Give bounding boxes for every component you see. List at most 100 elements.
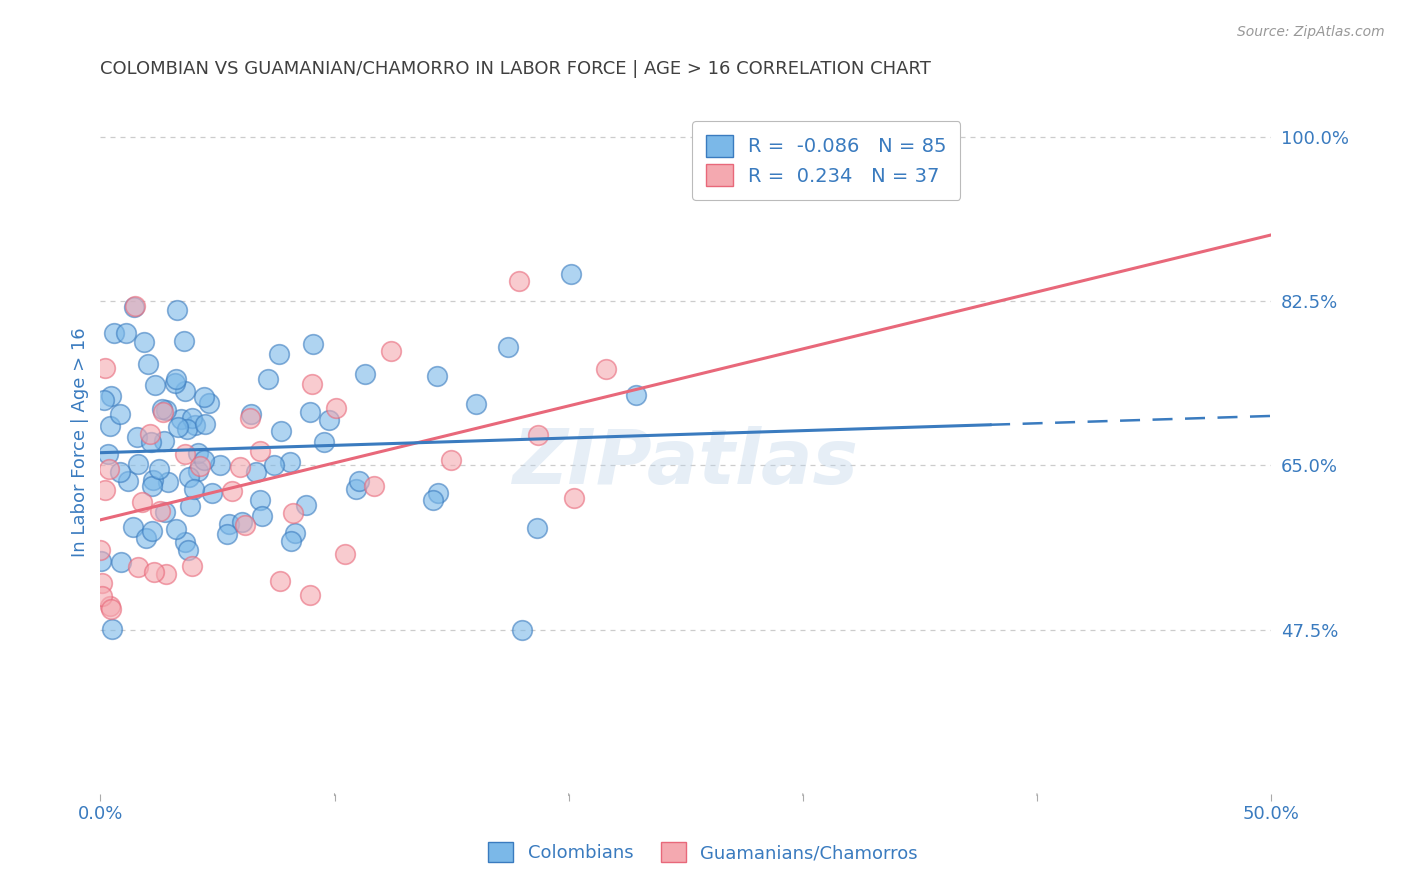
Point xyxy=(174,384,197,399)
Point xyxy=(149,504,172,518)
Point xyxy=(173,534,195,549)
Point xyxy=(595,361,617,376)
Y-axis label: In Labor Force | Age > 16: In Labor Force | Age > 16 xyxy=(72,327,89,557)
Point xyxy=(90,589,112,603)
Point xyxy=(301,377,323,392)
Point xyxy=(173,334,195,349)
Point xyxy=(103,326,125,341)
Point xyxy=(127,560,149,574)
Point xyxy=(98,419,121,434)
Point xyxy=(141,478,163,492)
Point xyxy=(427,486,450,500)
Point xyxy=(110,555,132,569)
Legend: R =  -0.086   N = 85, R =  0.234   N = 37: R = -0.086 N = 85, R = 0.234 N = 37 xyxy=(692,121,960,200)
Text: COLOMBIAN VS GUAMANIAN/CHAMORRO IN LABOR FORCE | AGE > 16 CORRELATION CHART: COLOMBIAN VS GUAMANIAN/CHAMORRO IN LABOR… xyxy=(100,60,931,78)
Point xyxy=(193,453,215,467)
Point xyxy=(110,408,132,422)
Point xyxy=(426,369,449,384)
Point xyxy=(93,393,115,408)
Point xyxy=(156,475,179,489)
Point xyxy=(267,347,290,361)
Point xyxy=(177,470,200,484)
Point xyxy=(184,418,207,433)
Point xyxy=(363,479,385,493)
Point xyxy=(136,357,159,371)
Point xyxy=(179,499,201,513)
Point xyxy=(564,491,586,505)
Point xyxy=(560,267,582,281)
Point xyxy=(250,508,273,523)
Point xyxy=(318,413,340,427)
Point xyxy=(131,495,153,509)
Point xyxy=(354,368,377,382)
Point xyxy=(176,543,198,558)
Point xyxy=(249,443,271,458)
Point xyxy=(97,462,120,476)
Point xyxy=(94,360,117,375)
Point xyxy=(98,599,121,613)
Point xyxy=(97,447,120,461)
Text: ZIPatlas: ZIPatlas xyxy=(513,426,859,500)
Point xyxy=(269,574,291,588)
Point xyxy=(135,531,157,545)
Point xyxy=(527,427,550,442)
Point xyxy=(626,388,648,402)
Point xyxy=(141,524,163,538)
Point xyxy=(302,336,325,351)
Point xyxy=(139,435,162,450)
Point xyxy=(298,405,321,419)
Point xyxy=(165,522,187,536)
Point xyxy=(440,453,463,467)
Point xyxy=(218,517,240,532)
Point xyxy=(201,485,224,500)
Point xyxy=(256,372,278,386)
Point xyxy=(333,547,356,561)
Point xyxy=(270,425,292,439)
Point xyxy=(174,447,197,461)
Point xyxy=(90,576,112,591)
Point xyxy=(108,465,131,479)
Point xyxy=(380,344,402,359)
Point xyxy=(198,396,221,410)
Point xyxy=(155,505,177,519)
Point xyxy=(510,623,533,637)
Point xyxy=(143,565,166,579)
Point xyxy=(89,543,111,558)
Point xyxy=(245,466,267,480)
Point xyxy=(299,588,322,602)
Point xyxy=(187,446,209,460)
Point xyxy=(295,498,318,512)
Point xyxy=(187,464,209,478)
Point xyxy=(239,407,262,421)
Point xyxy=(465,397,488,411)
Point xyxy=(283,506,305,520)
Point xyxy=(347,474,370,488)
Point xyxy=(166,303,188,318)
Point xyxy=(90,554,112,568)
Point xyxy=(114,326,136,340)
Point xyxy=(190,458,212,473)
Point xyxy=(422,493,444,508)
Point xyxy=(170,412,193,426)
Point xyxy=(526,521,548,535)
Point xyxy=(180,411,202,425)
Point xyxy=(183,482,205,496)
Point xyxy=(145,378,167,392)
Point xyxy=(249,492,271,507)
Point xyxy=(155,566,177,581)
Point xyxy=(155,402,177,417)
Point xyxy=(208,458,231,472)
Point xyxy=(496,340,519,354)
Point xyxy=(325,401,347,415)
Point xyxy=(278,455,301,469)
Point xyxy=(280,533,302,548)
Point xyxy=(117,474,139,488)
Point xyxy=(134,334,156,349)
Point xyxy=(239,410,262,425)
Point xyxy=(121,520,143,534)
Point xyxy=(122,300,145,314)
Point xyxy=(100,602,122,616)
Point xyxy=(127,430,149,444)
Point xyxy=(94,483,117,497)
Point xyxy=(100,389,122,403)
